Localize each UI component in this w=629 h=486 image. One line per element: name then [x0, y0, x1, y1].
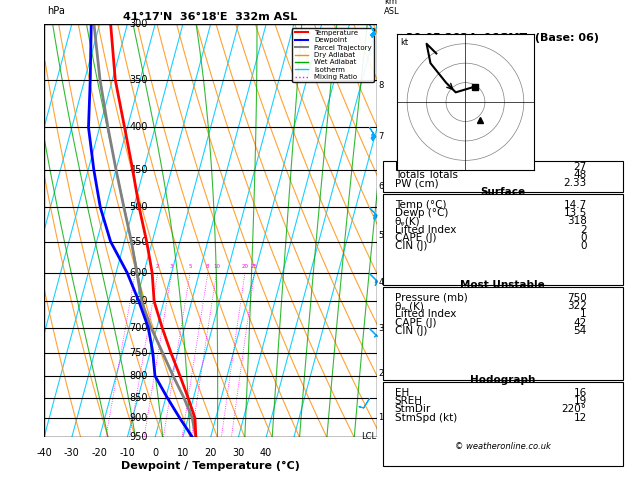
Text: 19: 19: [574, 396, 587, 406]
Text: Totals Totals: Totals Totals: [395, 170, 458, 180]
Text: θₑ(K): θₑ(K): [395, 216, 421, 226]
Text: CIN (J): CIN (J): [395, 241, 427, 251]
Text: 300: 300: [130, 19, 148, 29]
Text: 8: 8: [379, 81, 384, 90]
Text: 7: 7: [379, 132, 384, 141]
Text: 2: 2: [156, 263, 160, 269]
Text: 13.5: 13.5: [564, 208, 587, 218]
Text: 2.33: 2.33: [564, 178, 587, 189]
Text: Lifted Index: Lifted Index: [395, 309, 456, 319]
Text: 0: 0: [152, 448, 158, 458]
Text: 0: 0: [580, 241, 587, 251]
Text: K: K: [395, 162, 401, 172]
Title: 41°17'N  36°18'E  332m ASL: 41°17'N 36°18'E 332m ASL: [123, 12, 298, 22]
Text: 900: 900: [130, 413, 148, 423]
Text: 3: 3: [379, 324, 384, 333]
Text: 400: 400: [130, 122, 148, 132]
Text: 220°: 220°: [562, 404, 587, 414]
Text: 20: 20: [204, 448, 217, 458]
Text: 550: 550: [130, 237, 148, 246]
Text: SREH: SREH: [395, 396, 423, 406]
Text: 40: 40: [260, 448, 272, 458]
Text: Dewp (°C): Dewp (°C): [395, 208, 448, 218]
Text: -20: -20: [92, 448, 108, 458]
Text: Most Unstable: Most Unstable: [460, 280, 545, 290]
Text: 350: 350: [130, 74, 148, 85]
Text: θₑ (K): θₑ (K): [395, 301, 424, 311]
Text: 42: 42: [574, 317, 587, 328]
Text: StmSpd (kt): StmSpd (kt): [395, 413, 457, 422]
Text: kt: kt: [400, 38, 408, 47]
Bar: [383, 160, 623, 191]
Text: 950: 950: [130, 433, 148, 442]
Text: 30: 30: [232, 448, 245, 458]
Text: 4: 4: [379, 278, 384, 287]
Text: 30.05.2024  06GMT  (Base: 06): 30.05.2024 06GMT (Base: 06): [406, 33, 599, 43]
Text: 2: 2: [379, 369, 384, 378]
Text: hPa: hPa: [47, 6, 65, 16]
Bar: [383, 287, 623, 380]
Bar: [383, 194, 623, 285]
Text: 16: 16: [574, 388, 587, 398]
Text: 322: 322: [567, 301, 587, 311]
Text: km
ASL: km ASL: [384, 0, 399, 16]
Text: 0: 0: [580, 233, 587, 243]
Text: 20: 20: [242, 263, 248, 269]
Text: 450: 450: [130, 165, 148, 174]
Text: © weatheronline.co.uk: © weatheronline.co.uk: [455, 442, 551, 451]
Text: 10: 10: [213, 263, 220, 269]
Text: 25: 25: [251, 263, 258, 269]
Text: -40: -40: [36, 448, 52, 458]
Text: -30: -30: [64, 448, 80, 458]
Text: 8: 8: [206, 263, 209, 269]
Text: Temp (°C): Temp (°C): [395, 200, 447, 210]
Text: CAPE (J): CAPE (J): [395, 233, 437, 243]
Text: 700: 700: [130, 323, 148, 333]
Legend: Temperature, Dewpoint, Parcel Trajectory, Dry Adiabat, Wet Adiabat, Isotherm, Mi: Temperature, Dewpoint, Parcel Trajectory…: [292, 28, 374, 82]
Text: LCL: LCL: [361, 432, 376, 441]
Text: 3: 3: [170, 263, 174, 269]
Text: Hodograph: Hodograph: [470, 375, 535, 385]
Text: Dewpoint / Temperature (°C): Dewpoint / Temperature (°C): [121, 461, 300, 471]
Text: CAPE (J): CAPE (J): [395, 317, 437, 328]
Text: 5: 5: [188, 263, 192, 269]
Text: StmDir: StmDir: [395, 404, 431, 414]
Text: 6: 6: [379, 182, 384, 191]
Text: 318: 318: [567, 216, 587, 226]
Text: EH: EH: [395, 388, 409, 398]
Text: 800: 800: [130, 371, 148, 381]
Text: 650: 650: [130, 296, 148, 306]
Text: -10: -10: [120, 448, 135, 458]
Text: 5: 5: [379, 230, 384, 240]
Text: 10: 10: [177, 448, 189, 458]
Text: 48: 48: [574, 170, 587, 180]
Text: 54: 54: [574, 326, 587, 336]
Text: Lifted Index: Lifted Index: [395, 225, 456, 235]
Text: 1: 1: [580, 309, 587, 319]
Text: 1: 1: [379, 413, 384, 422]
Bar: [383, 382, 623, 467]
Text: 750: 750: [567, 293, 587, 303]
Text: 500: 500: [130, 202, 148, 212]
Text: 850: 850: [130, 393, 148, 402]
Text: Pressure (mb): Pressure (mb): [395, 293, 467, 303]
Text: CIN (J): CIN (J): [395, 326, 427, 336]
Text: 750: 750: [130, 347, 148, 358]
Text: PW (cm): PW (cm): [395, 178, 438, 189]
Text: Surface: Surface: [480, 187, 525, 197]
Text: 27: 27: [574, 162, 587, 172]
Text: 14.7: 14.7: [564, 200, 587, 210]
Text: 1: 1: [133, 263, 137, 269]
Text: 600: 600: [130, 268, 148, 278]
Text: 2: 2: [580, 225, 587, 235]
Text: 12: 12: [574, 413, 587, 422]
